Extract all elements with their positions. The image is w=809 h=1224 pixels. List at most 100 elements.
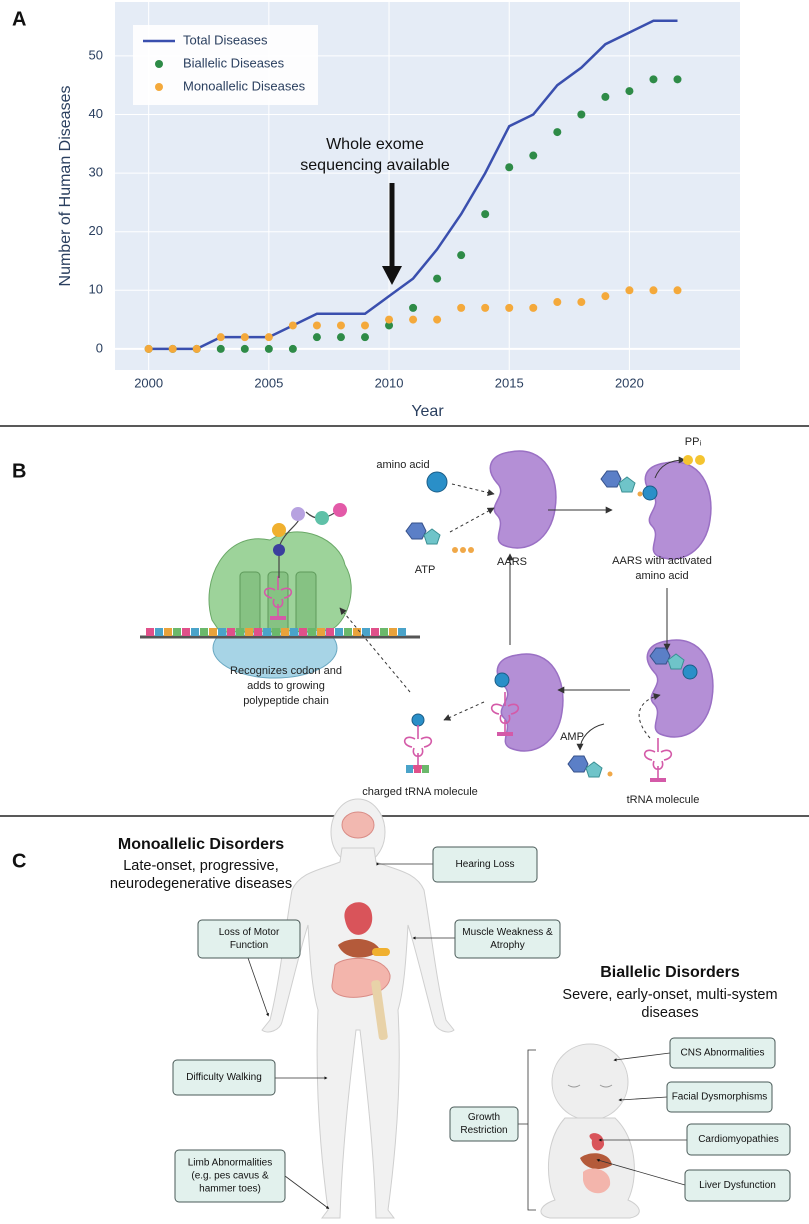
point [625, 87, 634, 96]
legend-label: Biallelic Diseases [183, 55, 285, 70]
box-label: Atrophy [490, 940, 524, 951]
panel-label: C [12, 850, 26, 872]
point [673, 286, 682, 295]
box-label: CNS Abnormalities [681, 1048, 765, 1059]
label: Recognizes codon and [230, 665, 342, 677]
point [577, 110, 586, 119]
point [361, 333, 369, 342]
y-tick-label: 40 [89, 106, 103, 121]
legend-swatch [155, 83, 163, 91]
label: amino acid [635, 570, 688, 582]
legend-swatch [155, 60, 163, 68]
y-tick-label: 30 [89, 165, 103, 180]
subheading: neurodegenerative diseases [110, 876, 292, 892]
point [264, 333, 273, 342]
panel-label: A [12, 8, 26, 30]
point [433, 274, 442, 283]
subheading: Severe, early-onset, multi-system [562, 987, 777, 1003]
box-label: Cardiomyopathies [698, 1134, 779, 1145]
box-label: Function [230, 940, 268, 951]
label: tRNA molecule [627, 794, 700, 806]
point [361, 321, 369, 330]
legend-label: Monoallelic Diseases [183, 78, 306, 93]
box-label: (e.g. pes cavus & [191, 1171, 269, 1182]
point [553, 128, 562, 137]
point [385, 315, 394, 324]
point [529, 151, 538, 160]
panel-label: B [12, 460, 26, 482]
point [216, 344, 225, 353]
translation-diagram [140, 450, 714, 783]
box-label: Growth [468, 1112, 500, 1123]
baby-figure [540, 1043, 640, 1219]
chart: 0 10 20 30 40 50 2000 2005 2010 2015 2020 Year Numbe… [57, 2, 740, 420]
box-label: Muscle Weakness & [462, 927, 553, 938]
y-tick-label: 50 [89, 47, 103, 62]
box-label: Difficulty Walking [186, 1072, 262, 1083]
label-box [172, 1059, 276, 1096]
label: charged tRNA molecule [362, 786, 478, 798]
box-label: Liver Dysfunction [699, 1180, 776, 1191]
x-tick-label: 2020 [615, 375, 644, 390]
x-tick-label: 2000 [134, 375, 163, 390]
x-tick-label: 2015 [495, 375, 524, 390]
box-label: hammer toes) [199, 1184, 261, 1195]
point [481, 210, 490, 219]
label: AMP [560, 731, 584, 743]
label: ATP [415, 564, 436, 576]
heading: Biallelic Disorders [600, 964, 740, 981]
label-box [669, 1037, 776, 1069]
label-box [454, 919, 561, 959]
label-box [684, 1169, 791, 1202]
boxes: Hearing Loss Loss of Motor Function Muscle … [172, 846, 791, 1203]
point [144, 344, 153, 353]
box-label: Facial Dysmorphisms [672, 1092, 768, 1103]
point [553, 298, 562, 307]
label-box [432, 846, 538, 883]
point [168, 344, 177, 353]
point [264, 344, 273, 353]
point [601, 92, 610, 101]
label: AARS with activated [612, 555, 712, 567]
label-box [686, 1123, 791, 1156]
point [336, 321, 345, 330]
point [625, 286, 634, 295]
y-tick-label: 10 [89, 282, 103, 297]
box-label: Restriction [460, 1125, 507, 1136]
y-tick-label: 20 [89, 223, 103, 238]
point [649, 75, 658, 84]
point [409, 303, 418, 312]
annotation: Whole exome [326, 136, 424, 153]
point [481, 303, 490, 312]
box-label: Limb Abnormalities [188, 1158, 272, 1169]
x-axis-title: Year [411, 403, 444, 420]
point [457, 251, 466, 260]
point [312, 333, 321, 342]
point [336, 333, 345, 342]
point [409, 315, 418, 324]
label: polypeptide chain [243, 695, 329, 707]
point [601, 292, 610, 301]
x-tick-label: 2010 [375, 375, 404, 390]
point [216, 333, 225, 342]
x-tick-label: 2005 [254, 375, 283, 390]
point [288, 321, 297, 330]
annotation: sequencing available [300, 157, 450, 174]
point [649, 286, 658, 295]
point [673, 75, 682, 84]
legend-label: Total Diseases [183, 32, 268, 47]
y-tick-label: 0 [96, 340, 103, 355]
point [505, 163, 514, 172]
label-box [197, 919, 301, 959]
point [312, 321, 321, 330]
leaders [247, 862, 687, 1211]
legend-box [133, 25, 318, 105]
point [240, 344, 249, 353]
label-box [666, 1081, 773, 1113]
adult-figure [261, 798, 455, 1219]
label-box [174, 1149, 286, 1203]
box-label: Hearing Loss [456, 859, 515, 870]
y-axis-title: Number of Human Diseases [57, 86, 74, 287]
point [433, 315, 442, 324]
